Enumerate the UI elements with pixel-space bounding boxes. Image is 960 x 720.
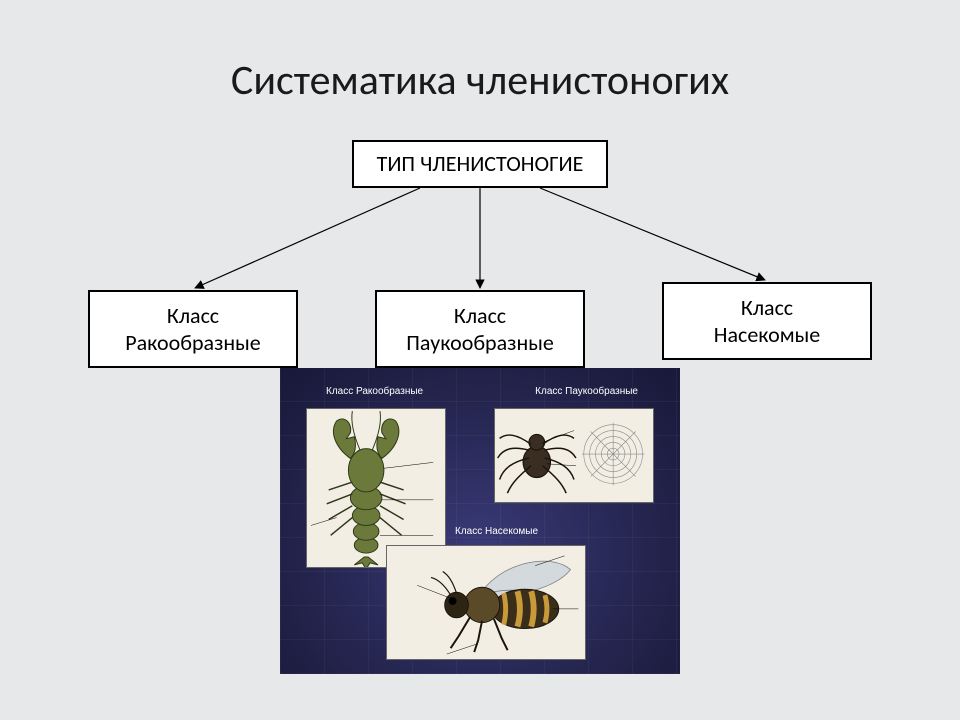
diagram-root-node: ТИП ЧЛЕНИСТОНОГИЕ bbox=[352, 140, 608, 188]
illus-label-insecta: Класс Насекомые bbox=[455, 526, 538, 537]
page-title: Систематика членистоногих bbox=[0, 55, 960, 106]
illus-label-crustacea: Класс Ракообразные bbox=[326, 386, 423, 397]
crayfish-icon bbox=[307, 409, 445, 567]
bee-icon bbox=[387, 546, 585, 659]
diagram-child-insecta: КлассНасекомые bbox=[662, 282, 872, 360]
diagram-child-arachnida: КлассПаукообразные bbox=[375, 290, 585, 368]
panel-crayfish bbox=[306, 408, 446, 568]
panel-bee bbox=[386, 545, 586, 660]
diagram-child-crustacea: КлассРакообразные bbox=[88, 290, 298, 368]
illus-label-arachnida: Класс Паукообразные bbox=[535, 386, 638, 397]
panel-spider bbox=[494, 408, 654, 503]
spider-icon bbox=[495, 409, 653, 502]
illustration-panel: Класс Ракообразные Класс Паукообразные К… bbox=[280, 368, 680, 674]
